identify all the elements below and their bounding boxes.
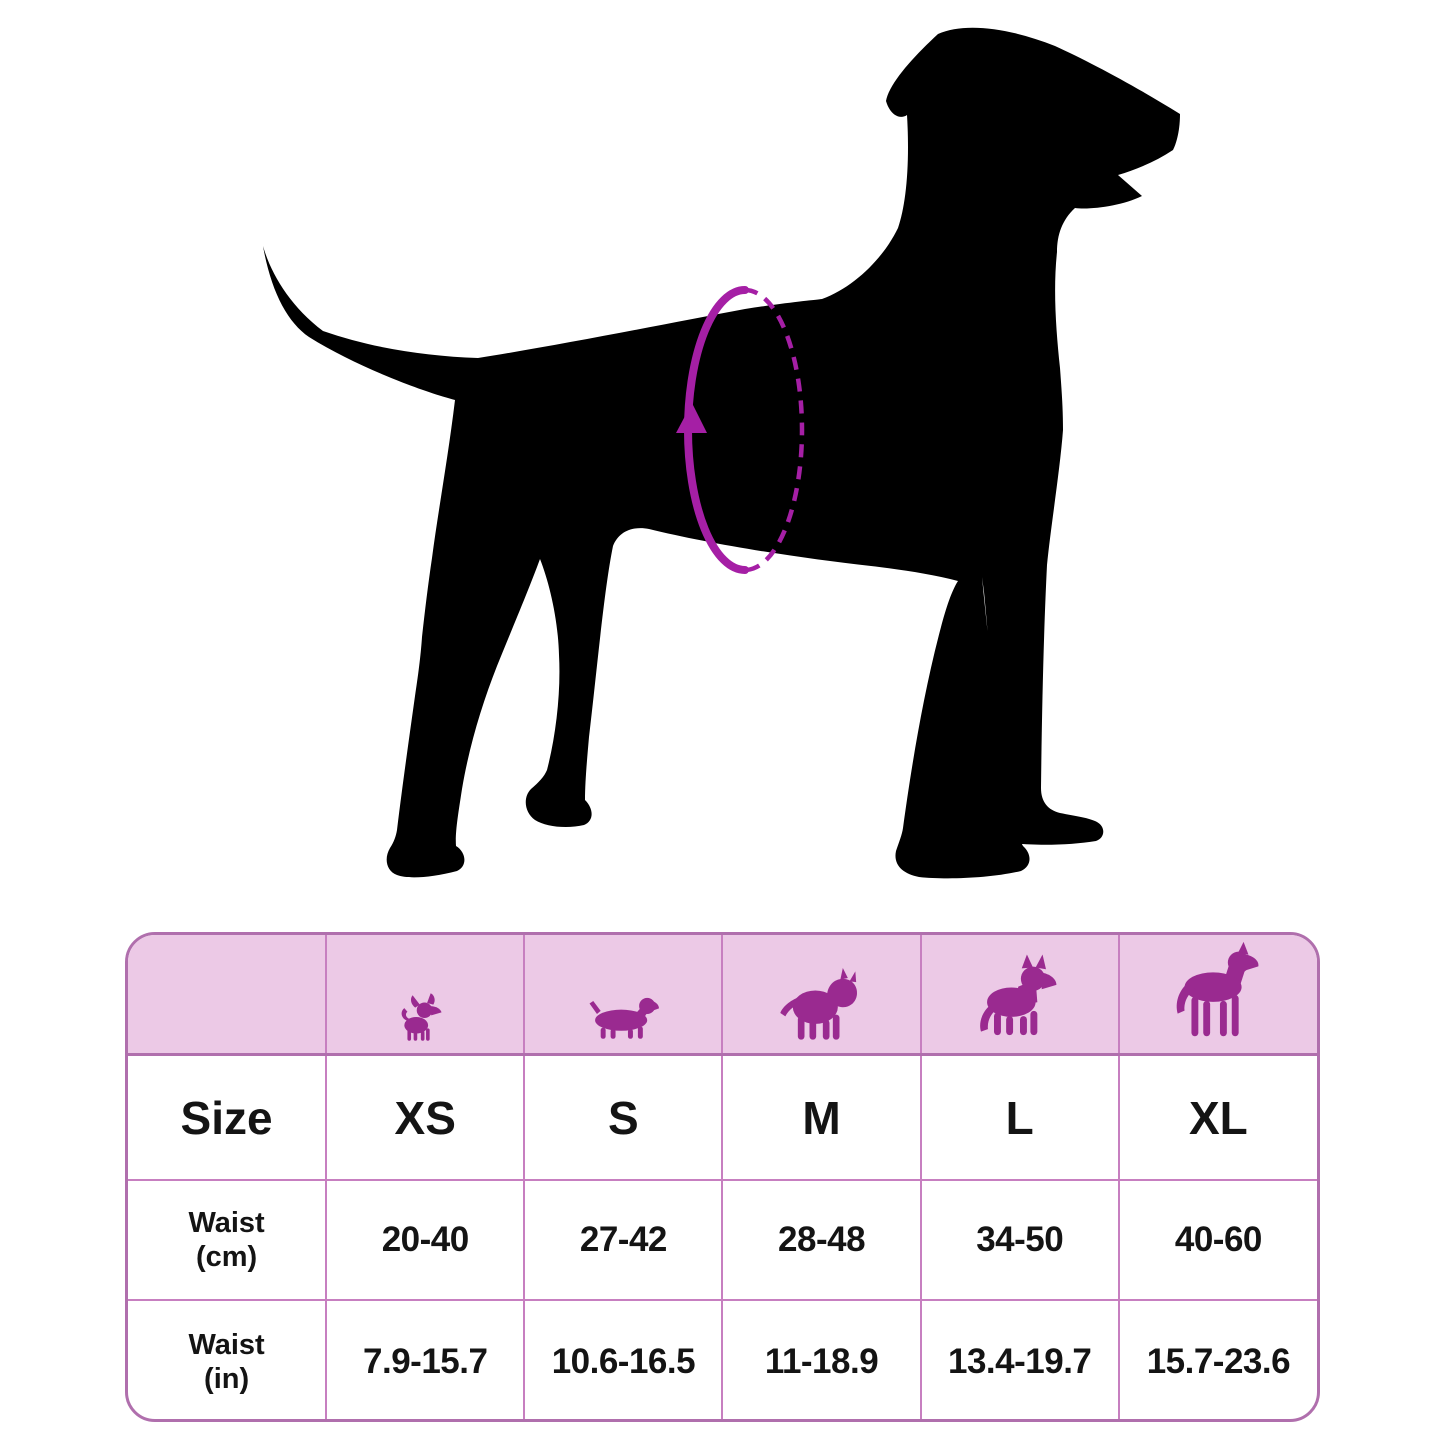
waist-label: Waist (188, 1328, 265, 1361)
waist-cm-l: 34-50 (919, 1179, 1120, 1301)
waist-cm-xs: 20-40 (325, 1179, 526, 1301)
waist-cm-s: 27-42 (523, 1179, 724, 1301)
waist-in-s: 10.6-16.5 (523, 1299, 724, 1419)
size-value-xl: XL (1117, 1053, 1317, 1181)
arrow-up-icon (676, 403, 707, 433)
breed-cell-s (523, 935, 724, 1056)
loop-dashed-arc (744, 287, 805, 573)
waist-in-xl: 15.7-23.6 (1117, 1299, 1317, 1419)
waist-cm-xl: 40-60 (1117, 1179, 1317, 1301)
size-row-label: Size (128, 1053, 328, 1181)
dog-measure-diagram (263, 27, 1180, 879)
size-value-xs: XS (325, 1053, 526, 1181)
size-chart: Size XS S M L XL Waist (cm) 20-40 27-42 … (125, 932, 1320, 1422)
chihuahua-icon (401, 993, 442, 1041)
breed-cell-l (919, 935, 1120, 1056)
waist-cm-row: Waist (cm) 20-40 27-42 28-48 34-50 40-60 (128, 1179, 1317, 1301)
size-value-s: S (523, 1053, 724, 1181)
waist-in-row: Waist (in) 7.9-15.7 10.6-16.5 11-18.9 13… (128, 1299, 1317, 1419)
great-dane-icon (1177, 941, 1259, 1037)
breed-cell-xl (1117, 935, 1317, 1056)
dog-silhouette (263, 27, 1180, 879)
waist-cm-row-label: Waist (cm) (128, 1179, 328, 1301)
waist-cm-m: 28-48 (721, 1179, 922, 1301)
size-value-l: L (919, 1053, 1120, 1181)
corner-cell (128, 935, 328, 1056)
in-unit-label: (in) (204, 1363, 250, 1395)
cm-unit-label: (cm) (195, 1241, 258, 1273)
waist-in-xs: 7.9-15.7 (325, 1299, 526, 1419)
waist-in-l: 13.4-19.7 (919, 1299, 1120, 1419)
size-row: Size XS S M L XL (128, 1053, 1317, 1181)
waist-in-row-label: Waist (in) (128, 1299, 328, 1419)
waist-label: Waist (188, 1206, 265, 1239)
breed-cell-xs (325, 935, 526, 1056)
size-value-m: M (721, 1053, 922, 1181)
breed-icons-row (128, 935, 1317, 1056)
german-shepherd-icon (979, 954, 1057, 1036)
bull-terrier-icon (779, 968, 857, 1040)
breed-cell-m (721, 935, 922, 1056)
waist-in-m: 11-18.9 (721, 1299, 922, 1419)
waist-measuring-loop (676, 286, 805, 574)
size-chart-table: Size XS S M L XL Waist (cm) 20-40 27-42 … (128, 935, 1317, 1419)
dachshund-icon (589, 997, 660, 1039)
